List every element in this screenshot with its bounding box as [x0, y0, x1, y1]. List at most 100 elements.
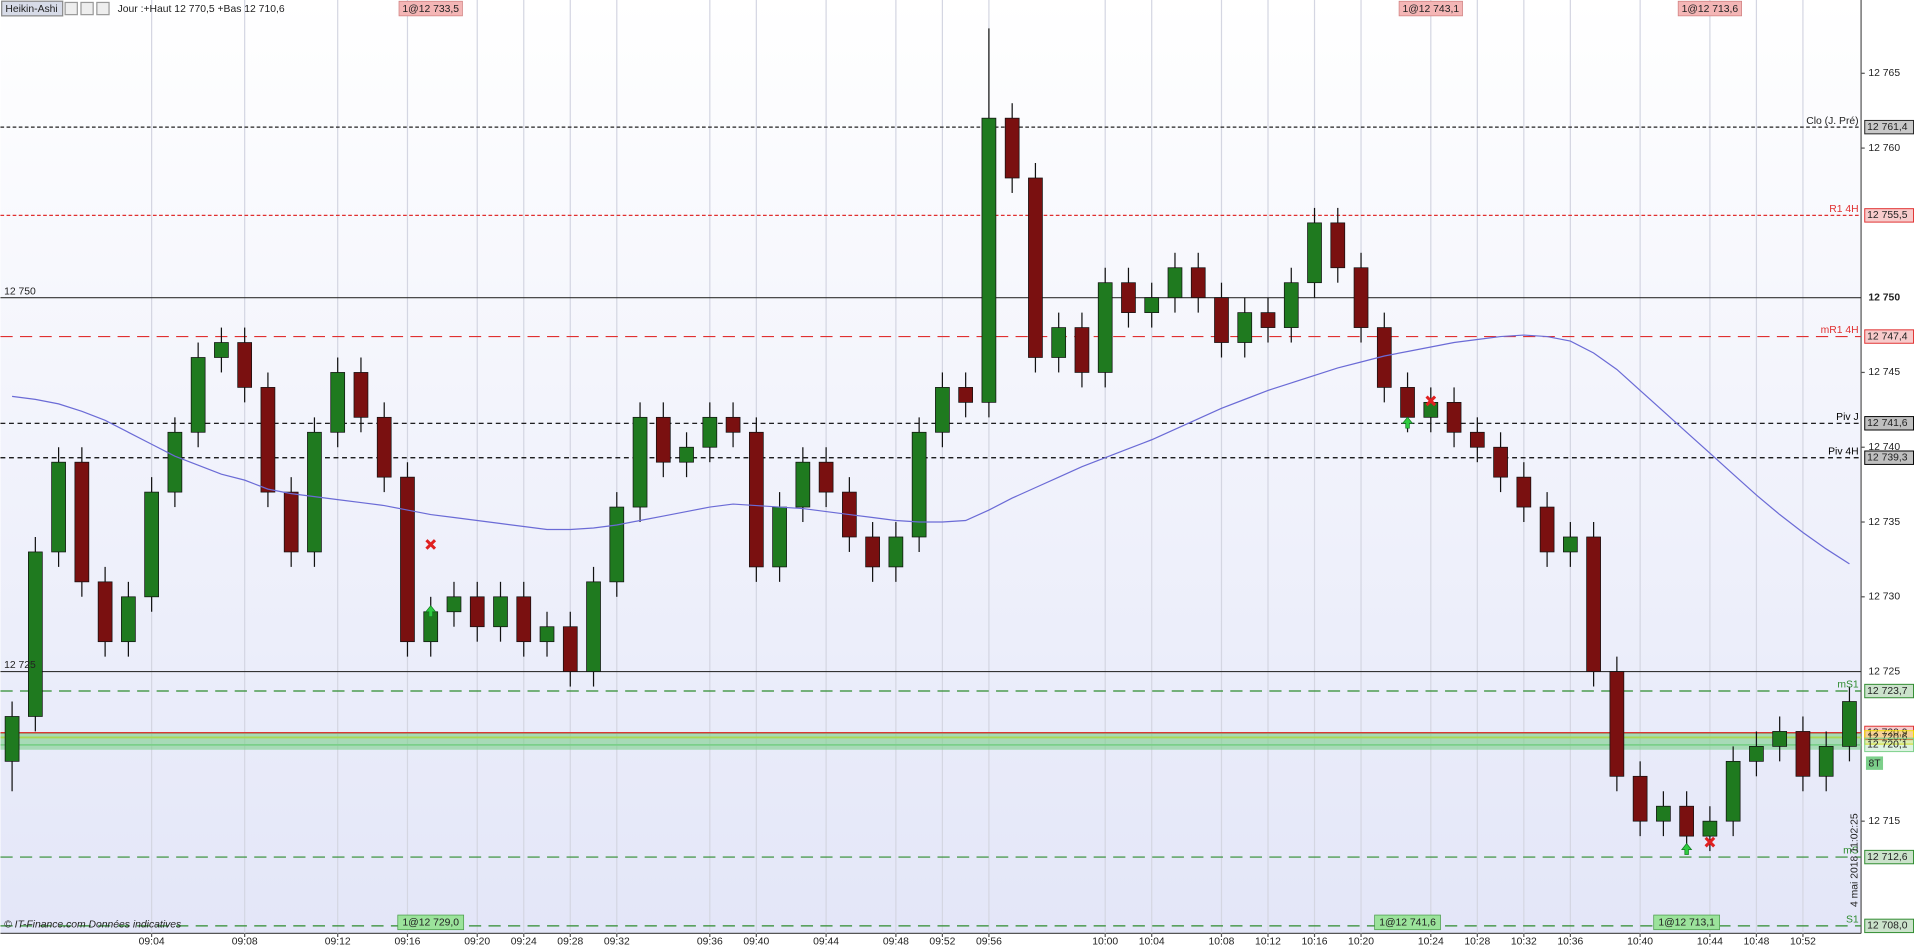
candle-body: [1818, 746, 1834, 777]
x-tick-label: 09:16: [395, 937, 421, 948]
candle-body: [330, 372, 346, 433]
x-tick-label: 10:16: [1302, 937, 1328, 948]
x-tick-label: 09:04: [139, 937, 165, 948]
y-tick-label: 12 715: [1868, 816, 1900, 827]
level-tag-label: 12 755,5: [1867, 210, 1908, 221]
candle-body: [679, 446, 694, 463]
x-tick-label: 10:32: [1511, 937, 1537, 948]
x-tick-label: 10:36: [1557, 937, 1583, 948]
x-tick-label: 09:20: [464, 937, 490, 948]
candle-body: [1469, 431, 1485, 448]
candle-body: [1493, 446, 1508, 478]
candle-body: [1074, 327, 1090, 373]
candle-body: [74, 461, 90, 583]
candle-body: [1563, 536, 1578, 553]
buy-tag: [397, 914, 465, 931]
x-tick-label: 10:40: [1627, 937, 1653, 948]
candle-body: [493, 596, 508, 628]
candle-body: [260, 387, 276, 493]
x-tick-label: 10:12: [1255, 937, 1281, 948]
candle-body: [237, 342, 253, 388]
candle-body: [1725, 760, 1741, 822]
chart-title: Heikin-Ashi: [5, 4, 57, 15]
buy-marker: [1681, 842, 1693, 855]
candle-body: [818, 461, 834, 493]
y-tick-label: 12 750: [1868, 292, 1900, 303]
buy-marker: [1401, 416, 1414, 429]
candle-body: [1190, 267, 1206, 299]
level-tag-label: 12 723,7: [1867, 686, 1908, 697]
candle-body: [1423, 401, 1439, 418]
tool-icon[interactable]: [80, 1, 94, 16]
buy-tag-label: 1@12 713,1: [1658, 918, 1715, 929]
x-tick-label: 09:28: [557, 937, 583, 948]
sell-tag-label: 1@12 713,6: [1682, 4, 1739, 15]
candle-body: [51, 461, 66, 553]
candle-body: [1004, 117, 1020, 179]
tool-icon[interactable]: [64, 1, 78, 16]
sell-marker: [1425, 395, 1437, 407]
buy-tag: [1653, 914, 1720, 931]
tool-icon[interactable]: [96, 1, 110, 16]
y-tick-label: 12 745: [1868, 367, 1900, 378]
sell-tag-label: 1@12 743,1: [1403, 4, 1460, 15]
x-tick-label: 10:48: [1743, 937, 1769, 948]
candle-body: [702, 416, 718, 448]
candle-body: [469, 596, 485, 628]
buy-tag-label: 1@12 729,0: [402, 918, 459, 929]
title-box: [1, 0, 64, 17]
x-tick-label: 10:24: [1418, 937, 1444, 948]
x-tick-label: 10:52: [1790, 937, 1816, 948]
candles: [4, 28, 1857, 852]
candle-body: [586, 581, 601, 672]
candle-body: [1283, 282, 1299, 328]
candle-body: [144, 491, 159, 598]
level-tag-label: 12 747,4: [1867, 331, 1908, 342]
level-tag-label: 12 720,9: [1867, 728, 1908, 739]
plot-background: [0, 0, 1862, 934]
buy-marker: [425, 605, 437, 618]
candle-body: [1237, 312, 1253, 343]
sell-tag: [1398, 0, 1463, 17]
x-tick-label: 09:08: [232, 937, 258, 948]
sell-tag: [398, 0, 463, 17]
x-tick-label: 10:00: [1092, 937, 1118, 948]
candle-body: [958, 387, 973, 403]
level-tag-label: 12 708,0: [1867, 921, 1908, 932]
candle-body: [4, 716, 20, 762]
candle-body: [1516, 476, 1532, 508]
candle-body: [400, 476, 415, 643]
candle-body: [353, 372, 369, 418]
candle-body: [1400, 387, 1415, 418]
x-tick-label: 10:44: [1697, 937, 1723, 948]
candle-body: [888, 536, 904, 568]
price-band: [0, 732, 1862, 750]
candle-body: [935, 387, 950, 433]
level-label: Piv 4H: [1828, 446, 1859, 457]
candle-body: [1353, 267, 1369, 328]
timestamp: 4 mai 2018 11:02:25: [1850, 813, 1861, 907]
x-tick-label: 09:44: [813, 937, 839, 948]
level-tag-label: 12 761,4: [1867, 122, 1908, 133]
candle-body: [655, 416, 671, 463]
candle-body: [1632, 775, 1648, 822]
level-label: mR1 4H: [1821, 325, 1859, 336]
x-tick-label: 09:36: [697, 937, 723, 948]
level-tag-label: 12 720,6: [1867, 732, 1908, 743]
candle-body: [772, 506, 787, 568]
candle-body: [1772, 731, 1788, 747]
candle-body: [539, 626, 555, 643]
candle-body: [190, 357, 206, 433]
sell-tag-label: 1@12 733,5: [402, 4, 459, 15]
badge-label: 8T: [1868, 759, 1881, 770]
level-tag-label: 12 712,6: [1867, 852, 1908, 863]
x-tick-label: 09:56: [976, 937, 1002, 948]
buy-tag-label: 1@12 741,6: [1379, 918, 1436, 929]
y-tick-label: 12 760: [1868, 143, 1900, 154]
candle-body: [1330, 222, 1346, 269]
candle-body: [28, 551, 43, 717]
candle-body: [376, 416, 392, 478]
level-tag-label: 12 720,1: [1867, 740, 1908, 751]
candle-body: [1609, 671, 1625, 777]
x-tick-label: 09:40: [743, 937, 769, 948]
